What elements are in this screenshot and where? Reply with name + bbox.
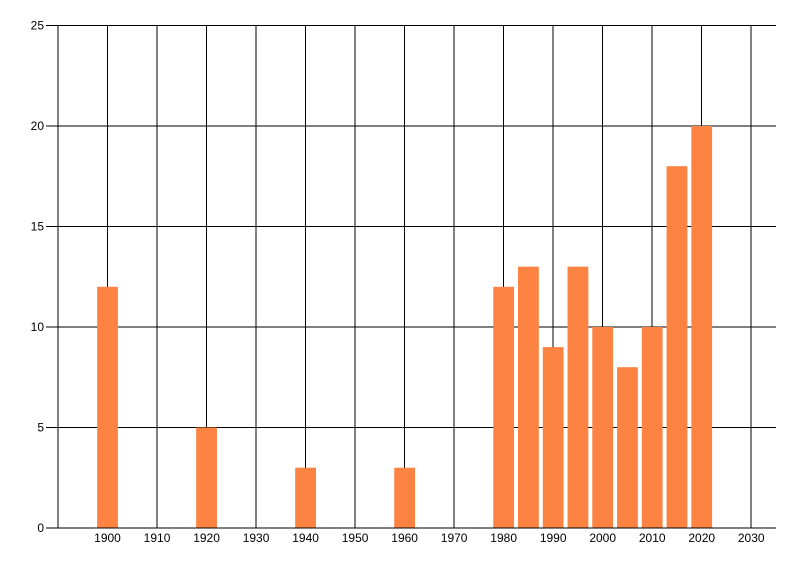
y-tick-label-0: 0 [37, 521, 44, 535]
x-tick-label-2000: 2000 [589, 531, 616, 545]
bar-2000 [592, 327, 614, 528]
x-tick-label-2020: 2020 [688, 531, 715, 545]
bar-1920 [196, 427, 217, 528]
y-tick-label-15: 15 [31, 220, 45, 234]
bar-1980 [493, 286, 515, 528]
y-tick-label-25: 25 [31, 19, 45, 33]
bar-2005 [617, 367, 638, 528]
x-tick-label-1970: 1970 [441, 531, 468, 545]
x-tick-label-1920: 1920 [193, 531, 220, 545]
y-tick-label-10: 10 [31, 320, 45, 334]
x-tick-label-1900: 1900 [94, 531, 121, 545]
x-tick-label-1930: 1930 [243, 531, 270, 545]
bar-2020 [691, 126, 713, 528]
x-tick-label-1940: 1940 [292, 531, 319, 545]
bar-1900 [97, 286, 118, 528]
bar-2015 [666, 166, 688, 528]
bar-1960 [394, 467, 416, 528]
x-tick-label-1980: 1980 [490, 531, 517, 545]
x-tick-label-2030: 2030 [738, 531, 765, 545]
bar-1990 [542, 347, 564, 528]
y-tick-label-20: 20 [31, 119, 45, 133]
bar-2010 [641, 327, 663, 528]
x-tick-label-2010: 2010 [639, 531, 666, 545]
x-tick-label-1910: 1910 [144, 531, 171, 545]
bar-1940 [295, 467, 316, 528]
x-tick-label-1950: 1950 [342, 531, 369, 545]
bar-1985 [518, 266, 539, 528]
bar-1995 [567, 266, 589, 528]
x-tick-label-1960: 1960 [391, 531, 418, 545]
y-tick-label-5: 5 [37, 421, 44, 435]
x-tick-label-1990: 1990 [540, 531, 567, 545]
